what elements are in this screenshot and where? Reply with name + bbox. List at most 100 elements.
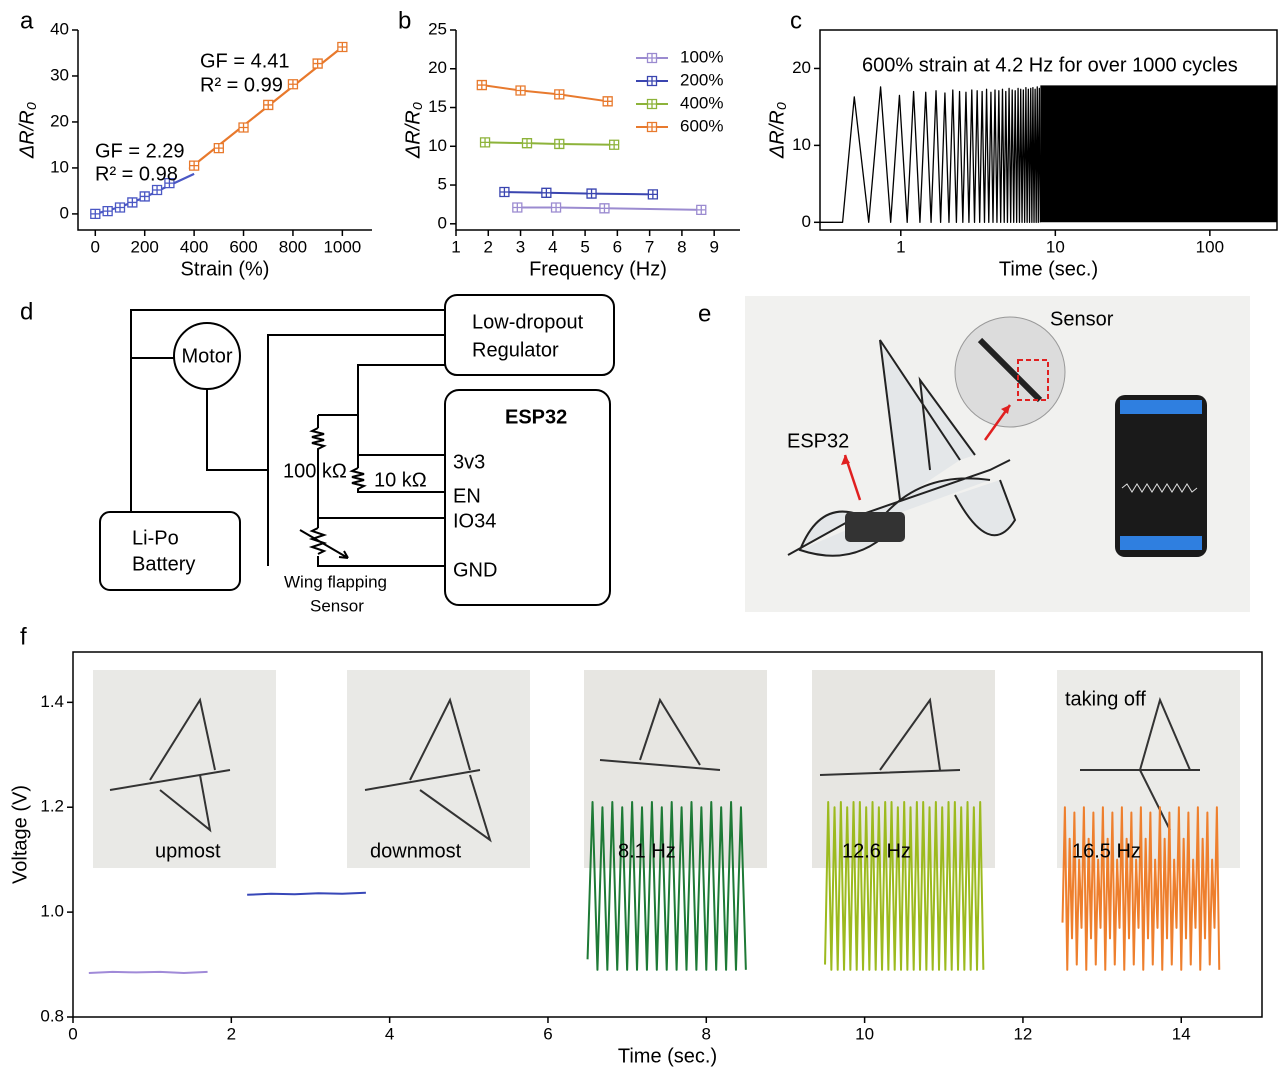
plot-frame <box>72 651 1263 1018</box>
series-line <box>88 970 208 974</box>
board <box>845 512 905 542</box>
x-tick-label: 1 <box>896 237 905 256</box>
photo-label: Sensor <box>1050 308 1114 330</box>
annotation: 600% strain at 4.2 Hz for over 1000 cycl… <box>862 54 1238 76</box>
x-tick-label: 9 <box>709 237 718 256</box>
regulator <box>444 294 615 376</box>
data-point <box>263 99 274 111</box>
panel-label: d <box>20 298 33 325</box>
regulator-label: Regulator <box>472 339 559 361</box>
annotation: R² = 0.98 <box>95 163 178 185</box>
wire <box>130 309 445 567</box>
y-tick-label: 20 <box>50 111 69 130</box>
data-point <box>139 191 150 202</box>
data-point <box>647 189 659 200</box>
annotation: R² = 0.99 <box>200 74 283 96</box>
battery-label: Battery <box>132 553 195 575</box>
panel-label: e <box>698 300 711 327</box>
panel-label: c <box>790 7 802 34</box>
y-tick-label: 0 <box>802 212 811 231</box>
data-point <box>515 85 526 96</box>
data-point <box>476 79 487 91</box>
legend-label: 400% <box>680 93 723 112</box>
legend-marker <box>646 98 658 110</box>
series-line <box>586 800 747 971</box>
x-axis-title: Frequency (Hz) <box>529 258 667 280</box>
pin-label: GND <box>453 559 497 581</box>
resistor <box>309 427 327 452</box>
mcu <box>444 389 611 606</box>
inset-photo <box>347 670 530 868</box>
x-tick-label: 7 <box>645 237 654 256</box>
y-tick-label: 25 <box>428 19 447 38</box>
series-line <box>485 141 615 146</box>
series-line <box>820 86 1041 223</box>
signal-band <box>1040 85 1277 223</box>
x-tick-label: 6 <box>543 1024 552 1043</box>
x-tick-label: 800 <box>279 237 307 256</box>
x-tick-label: 200 <box>131 237 159 256</box>
data-point <box>602 96 613 107</box>
annotation: downmost <box>370 840 462 862</box>
resistor-label: 100 kΩ <box>283 460 347 482</box>
y-tick-label: 20 <box>792 58 811 77</box>
y-tick-label: 10 <box>792 135 811 154</box>
battery-label: Li-Po <box>132 527 179 549</box>
data-point <box>608 139 620 150</box>
panel-label: f <box>20 623 27 650</box>
y-tick-label: 0.8 <box>40 1006 64 1025</box>
x-tick-label: 0 <box>91 237 100 256</box>
pin-label: EN <box>453 485 481 507</box>
series-line <box>517 206 702 211</box>
data-point <box>102 205 113 217</box>
inset-photo <box>584 670 767 868</box>
y-tick-label: 10 <box>428 136 447 155</box>
x-tick-label: 3 <box>516 237 525 256</box>
robot-sketch <box>787 339 1017 557</box>
data-point <box>127 197 138 208</box>
y-axis-title: Voltage (V) <box>9 785 31 884</box>
data-point <box>554 138 565 150</box>
y-axis-title: ΔR/R₀ <box>16 102 38 159</box>
data-point <box>238 122 249 133</box>
x-tick-label: 4 <box>385 1024 394 1043</box>
y-tick-label: 30 <box>50 65 69 84</box>
data-point <box>499 186 510 198</box>
motor-label: Motor <box>181 345 232 367</box>
data-point <box>337 41 348 53</box>
series-line <box>481 84 608 103</box>
data-point <box>213 143 224 154</box>
legend-label: 600% <box>680 116 723 135</box>
regulator-label: Low-dropout <box>472 311 584 333</box>
x-tick-label: 400 <box>180 237 208 256</box>
photo-label: ESP32 <box>787 430 849 452</box>
inset-photos <box>93 670 1240 868</box>
y-tick-label: 20 <box>428 58 447 77</box>
y-axis-title: ΔR/R₀ <box>766 102 788 159</box>
y-tick-label: 5 <box>438 175 447 194</box>
photo: Sensor ESP32 e <box>698 296 1250 612</box>
x-tick-label: 14 <box>1172 1024 1191 1043</box>
legend-label: 200% <box>680 70 723 89</box>
zoom-box <box>1017 359 1049 401</box>
annotation: 12.6 Hz <box>842 840 911 862</box>
x-axis-title: Time (sec.) <box>618 1045 717 1067</box>
annotation: 8.1 Hz <box>618 840 676 862</box>
x-tick-label: 2 <box>227 1024 236 1043</box>
y-tick-label: 0 <box>60 203 69 222</box>
phone-footer <box>1120 536 1202 550</box>
battery <box>99 511 241 591</box>
y-tick-label: 1.2 <box>40 797 64 816</box>
data-point <box>541 187 552 198</box>
series-line <box>504 191 653 196</box>
x-axis-title: Time (sec.) <box>999 258 1098 280</box>
y-tick-label: 15 <box>428 97 447 116</box>
phone <box>1115 395 1207 557</box>
data-point <box>90 208 101 220</box>
x-tick-label: 6 <box>613 237 622 256</box>
data-point <box>512 202 523 213</box>
circuit: Motor Low-dropout Regulator ESP32 3v3 EN… <box>20 294 615 615</box>
series-line <box>824 800 985 971</box>
x-tick-label: 5 <box>580 237 589 256</box>
legend-marker <box>646 121 658 133</box>
